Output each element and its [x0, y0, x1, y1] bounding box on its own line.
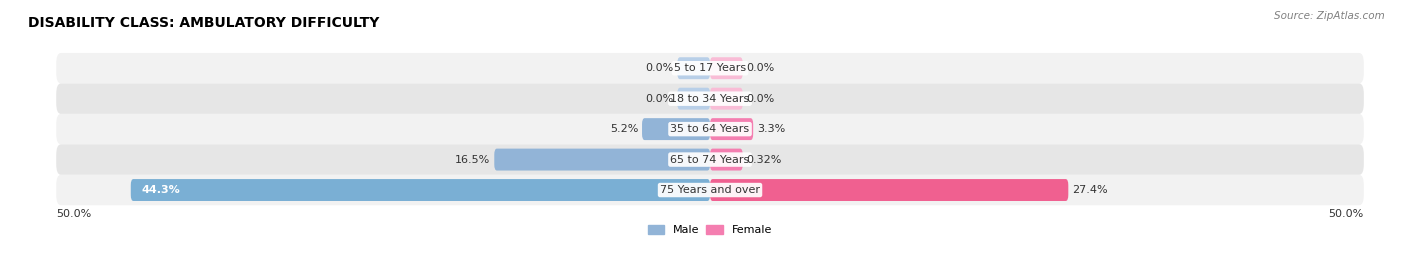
FancyBboxPatch shape	[710, 148, 742, 171]
FancyBboxPatch shape	[710, 179, 1069, 201]
Text: 0.0%: 0.0%	[645, 94, 673, 104]
FancyBboxPatch shape	[56, 144, 1364, 175]
Text: 27.4%: 27.4%	[1073, 185, 1108, 195]
Text: 5.2%: 5.2%	[610, 124, 638, 134]
Text: 0.0%: 0.0%	[645, 63, 673, 73]
FancyBboxPatch shape	[56, 114, 1364, 144]
Text: 3.3%: 3.3%	[756, 124, 786, 134]
FancyBboxPatch shape	[678, 57, 710, 79]
Text: 65 to 74 Years: 65 to 74 Years	[671, 155, 749, 165]
Text: DISABILITY CLASS: AMBULATORY DIFFICULTY: DISABILITY CLASS: AMBULATORY DIFFICULTY	[28, 16, 380, 30]
FancyBboxPatch shape	[56, 53, 1364, 83]
FancyBboxPatch shape	[710, 118, 754, 140]
FancyBboxPatch shape	[495, 148, 710, 171]
Text: 75 Years and over: 75 Years and over	[659, 185, 761, 195]
Text: 50.0%: 50.0%	[1329, 209, 1364, 219]
Text: 44.3%: 44.3%	[141, 185, 180, 195]
FancyBboxPatch shape	[643, 118, 710, 140]
FancyBboxPatch shape	[56, 83, 1364, 114]
Text: Source: ZipAtlas.com: Source: ZipAtlas.com	[1274, 11, 1385, 21]
Text: 16.5%: 16.5%	[456, 155, 491, 165]
Text: 18 to 34 Years: 18 to 34 Years	[671, 94, 749, 104]
FancyBboxPatch shape	[710, 57, 742, 79]
FancyBboxPatch shape	[710, 88, 742, 110]
Text: 0.0%: 0.0%	[747, 63, 775, 73]
FancyBboxPatch shape	[131, 179, 710, 201]
FancyBboxPatch shape	[56, 175, 1364, 205]
Text: 50.0%: 50.0%	[56, 209, 91, 219]
Legend: Male, Female: Male, Female	[644, 220, 776, 240]
Text: 5 to 17 Years: 5 to 17 Years	[673, 63, 747, 73]
FancyBboxPatch shape	[678, 88, 710, 110]
Text: 35 to 64 Years: 35 to 64 Years	[671, 124, 749, 134]
Text: 0.32%: 0.32%	[747, 155, 782, 165]
Text: 0.0%: 0.0%	[747, 94, 775, 104]
